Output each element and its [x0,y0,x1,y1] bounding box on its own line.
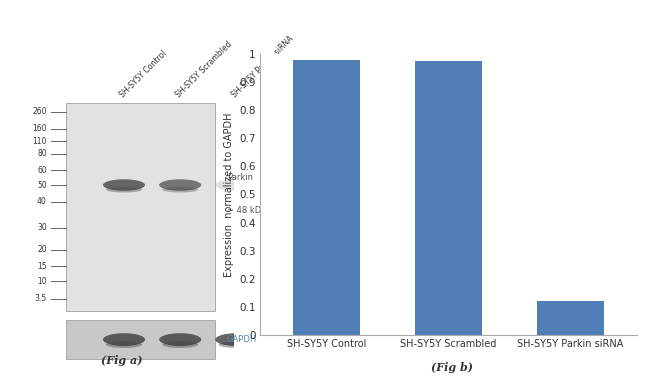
Y-axis label: Expression  normalized to GAPDH: Expression normalized to GAPDH [224,112,234,277]
Ellipse shape [103,179,145,191]
Ellipse shape [106,342,142,348]
Ellipse shape [162,187,198,193]
Ellipse shape [162,342,198,348]
Text: SH-SY5Y Scrambled: SH-SY5Y Scrambled [174,39,233,99]
Text: 160: 160 [32,124,47,133]
Text: SH-SY5Y Control: SH-SY5Y Control [118,49,168,99]
Ellipse shape [215,179,257,191]
Ellipse shape [159,333,202,346]
Text: 3.5: 3.5 [34,294,47,303]
Text: 110: 110 [32,137,47,145]
Text: (Fig a): (Fig a) [101,355,142,366]
Bar [293,60,360,335]
Text: ~ 48 kDa: ~ 48 kDa [227,205,266,215]
Ellipse shape [103,333,145,346]
Text: 40: 40 [37,197,47,206]
Text: Parkin: Parkin [227,173,253,182]
Bar [66,320,215,359]
Text: GAPDH: GAPDH [227,335,257,344]
Text: 20: 20 [37,245,47,254]
Text: 30: 30 [37,223,47,232]
Text: 10: 10 [37,277,47,286]
Ellipse shape [159,179,202,191]
Ellipse shape [106,187,142,193]
Bar [415,61,482,335]
Text: 60: 60 [37,166,47,175]
Text: 15: 15 [37,262,47,271]
Bar [66,103,215,311]
Ellipse shape [215,333,257,346]
Text: 80: 80 [37,149,47,158]
Text: 50: 50 [37,180,47,189]
Bar [537,301,604,335]
Text: (Fig b): (Fig b) [431,363,473,373]
Text: SH-SY5Y Parkin siRNA: SH-SY5Y Parkin siRNA [230,34,295,99]
Ellipse shape [218,342,254,348]
Text: 260: 260 [32,107,47,116]
